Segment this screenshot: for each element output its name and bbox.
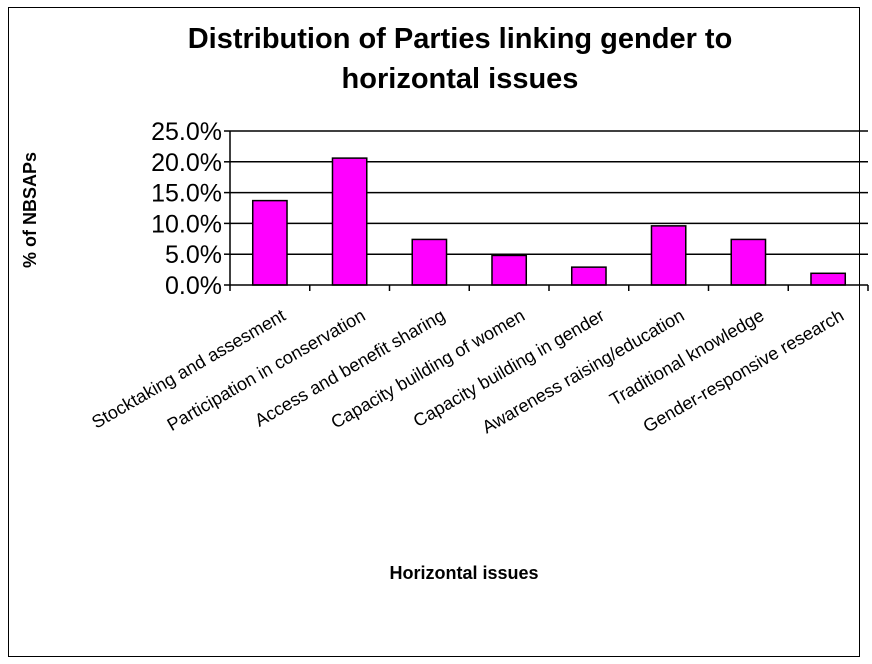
bars — [251, 157, 847, 286]
y-tick-label: 25.0% — [151, 118, 222, 146]
chart-title-line-2: horizontal issues — [342, 63, 579, 95]
bar — [730, 238, 767, 286]
bar — [491, 254, 528, 286]
chart-frame — [8, 7, 860, 657]
bar — [810, 272, 847, 286]
bar — [650, 225, 687, 286]
y-tick-label: 10.0% — [151, 210, 222, 238]
gridlines — [230, 130, 868, 255]
chart-title-line-1: Distribution of Parties linking gender t… — [188, 23, 733, 55]
y-tick-label: 15.0% — [151, 180, 222, 208]
bar — [570, 266, 607, 286]
y-tick-labels: 0.0% 5.0% 10.0%15.0% 20.0% 25.0% — [151, 118, 222, 300]
y-tick-label: 0.0% — [165, 272, 222, 300]
y-tick-label: 20.0% — [151, 149, 222, 177]
x-axis-title: Horizontal issues — [389, 563, 538, 583]
axes — [224, 130, 869, 291]
bar — [251, 199, 288, 286]
y-axis-title: % of NBSAPs — [20, 152, 40, 268]
y-tick-label: 5.0% — [165, 241, 222, 269]
bar — [411, 238, 448, 286]
bar — [331, 157, 368, 286]
